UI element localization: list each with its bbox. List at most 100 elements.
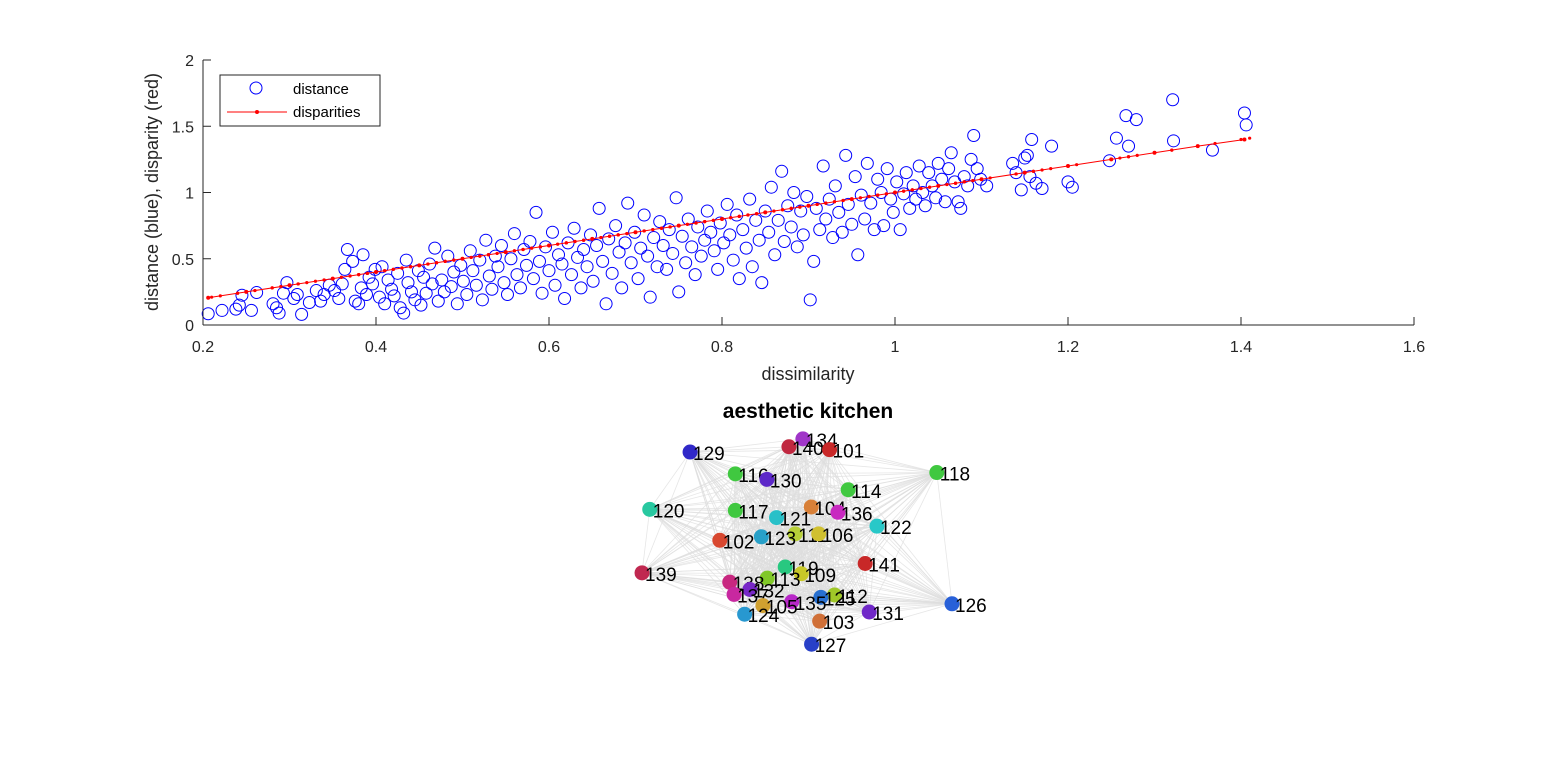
y-tick-label: 1 [185, 186, 194, 203]
graph-edge [689, 451, 878, 527]
legend-distance-label: distance [293, 81, 349, 98]
distance-point [510, 268, 524, 282]
graph-edge [864, 563, 870, 613]
graph-node-label: 114 [851, 482, 882, 503]
graph-edge [649, 489, 849, 510]
disparity-dot [988, 176, 992, 180]
graph-edge [641, 525, 878, 574]
graph-edge [744, 613, 820, 622]
distance-point [290, 288, 304, 302]
graph-edge [729, 566, 786, 583]
distance-point [615, 281, 629, 295]
distance-point [653, 215, 667, 229]
disparity-dot [867, 194, 871, 199]
distance-point [669, 191, 683, 205]
disparity-dot [426, 262, 430, 266]
distance-point [356, 248, 370, 262]
distance-point [447, 265, 461, 279]
distance-point [967, 129, 981, 143]
distance-point [777, 235, 791, 249]
graph-edge [811, 533, 820, 645]
graph-edge [761, 536, 866, 564]
graph-edge [749, 589, 870, 613]
disparity-dot [417, 263, 421, 267]
distance-point [287, 292, 301, 305]
distance-point [916, 186, 930, 199]
disparity-dot [720, 217, 724, 221]
graph-edge [776, 517, 878, 527]
distance-point [504, 252, 518, 266]
x-tick-label: 1.6 [1403, 339, 1425, 356]
disparity-point [206, 295, 211, 300]
distance-point [1014, 183, 1028, 197]
distance-point [909, 192, 923, 206]
disparity-dot [850, 197, 854, 201]
graph-edge [649, 451, 691, 510]
graph-node-label: 131 [872, 604, 904, 625]
distance-point [338, 262, 352, 276]
distance-point [1237, 106, 1251, 120]
distance-point [387, 289, 401, 303]
graph-edge [762, 605, 870, 613]
distance-point [800, 189, 814, 203]
graph-edge [641, 539, 720, 574]
distance-point [832, 205, 846, 219]
graph-edge [837, 472, 937, 513]
distance-point [637, 208, 651, 222]
graph-edge [719, 539, 822, 598]
distance-point [929, 191, 943, 205]
distance-point [378, 297, 392, 311]
graph-edge [766, 478, 849, 491]
graph-node [944, 596, 960, 612]
distance-point [694, 249, 708, 263]
graph-node [753, 529, 769, 545]
graph-node [827, 587, 843, 603]
disparity-dot [616, 233, 620, 237]
graph-node [861, 604, 877, 620]
disparity-dot [884, 192, 888, 196]
distance-point [1045, 139, 1059, 153]
graph-edge [761, 536, 820, 622]
graph-node-label: 125 [824, 589, 856, 610]
disparity-dot [279, 284, 283, 289]
graph-node [737, 606, 753, 622]
legend-box [219, 74, 381, 127]
distance-point [828, 179, 842, 193]
distance-point [713, 216, 727, 230]
graph-node [742, 581, 758, 597]
graph-edge [641, 510, 736, 574]
distance-point [796, 228, 810, 242]
graph-edge [791, 601, 870, 613]
graph-edge [811, 611, 870, 645]
disparity-dot [443, 259, 447, 263]
distance-point [235, 288, 249, 302]
distance-point [1065, 180, 1079, 194]
graph-edge [794, 533, 953, 605]
distance-point [643, 290, 657, 304]
distance-point [348, 294, 362, 308]
disparity-dot [582, 238, 586, 242]
disparity-dot [625, 231, 629, 236]
distance-point [399, 253, 413, 267]
distance-point [647, 231, 661, 245]
disparity-dot [339, 275, 343, 279]
distance-series [201, 93, 1253, 321]
distance-point [854, 188, 868, 202]
distance-point [624, 256, 638, 270]
distance-point [662, 223, 676, 237]
graph-node-label: 121 [780, 510, 812, 531]
distance-point [425, 277, 439, 291]
disparity-dot [296, 282, 300, 286]
y-tick-label: 1.5 [172, 119, 194, 136]
graph-edge [641, 533, 819, 574]
disparity-dot [1248, 136, 1252, 140]
disparity-dot [936, 184, 940, 188]
graph-edge [735, 506, 812, 511]
disparity-dot [659, 226, 664, 230]
graph-edge [719, 539, 953, 605]
x-tick-label: 1.2 [1057, 339, 1079, 356]
disparity-dot [832, 200, 837, 204]
distance-point [980, 179, 994, 193]
